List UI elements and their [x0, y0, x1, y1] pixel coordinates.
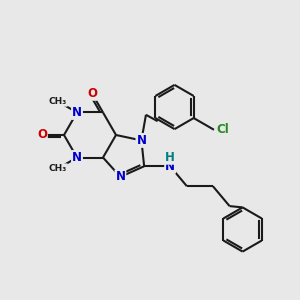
- Text: N: N: [116, 170, 125, 183]
- Text: CH₃: CH₃: [49, 164, 67, 173]
- Text: Cl: Cl: [217, 123, 229, 136]
- Text: N: N: [136, 134, 146, 147]
- Text: CH₃: CH₃: [49, 97, 67, 106]
- Text: O: O: [37, 128, 47, 142]
- Text: H: H: [165, 151, 175, 164]
- Text: O: O: [87, 87, 97, 100]
- Text: N: N: [72, 106, 82, 119]
- Text: N: N: [165, 160, 175, 173]
- Text: N: N: [72, 151, 82, 164]
